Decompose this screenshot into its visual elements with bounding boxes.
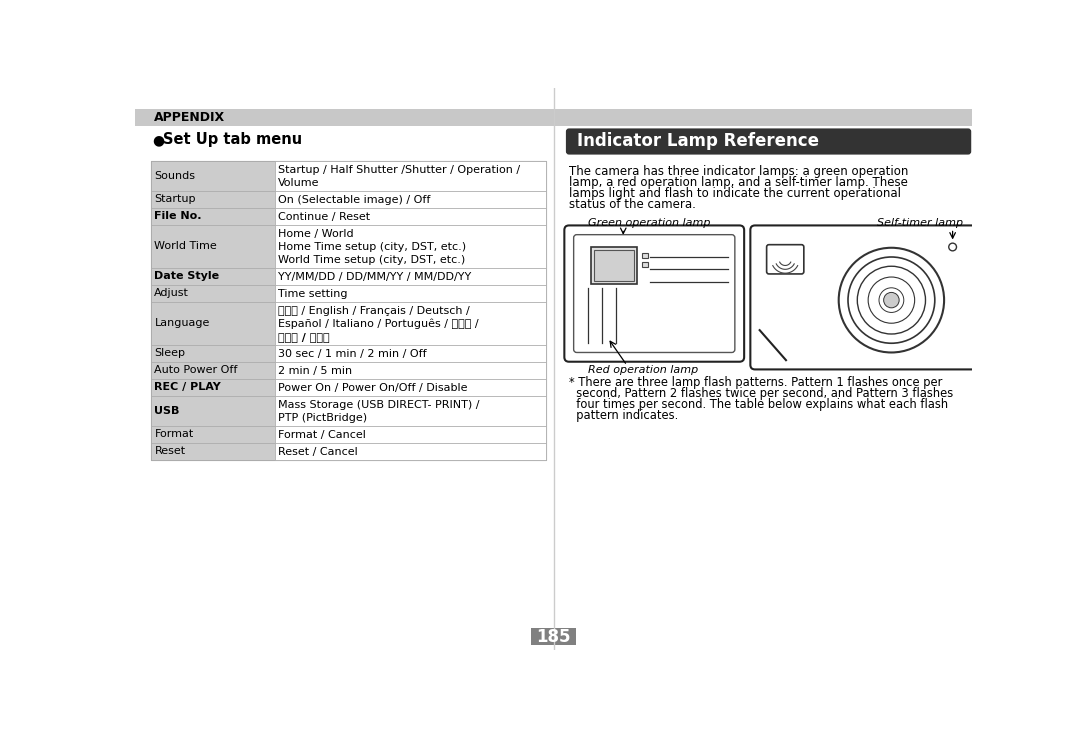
- Bar: [274, 362, 545, 379]
- Text: Language: Language: [154, 318, 210, 328]
- Text: File No.: File No.: [154, 211, 202, 221]
- Text: 日本語 / English / Français / Deutsch /: 日本語 / English / Français / Deutsch /: [279, 306, 470, 316]
- Text: APPENDIX: APPENDIX: [154, 111, 226, 124]
- Bar: [274, 161, 545, 191]
- Bar: [150, 362, 274, 379]
- Bar: [150, 442, 274, 459]
- Text: 2 min / 5 min: 2 min / 5 min: [279, 366, 352, 376]
- Text: Continue / Reset: Continue / Reset: [279, 212, 370, 222]
- Text: PTP (PictBridge): PTP (PictBridge): [279, 413, 367, 423]
- Bar: [274, 225, 545, 268]
- Text: YY/MM/DD / DD/MM/YY / MM/DD/YY: YY/MM/DD / DD/MM/YY / MM/DD/YY: [279, 272, 472, 282]
- Text: lamps light and flash to indicate the current operational: lamps light and flash to indicate the cu…: [569, 187, 901, 200]
- Text: Mass Storage (USB DIRECT- PRINT) /: Mass Storage (USB DIRECT- PRINT) /: [279, 400, 480, 410]
- Text: 185: 185: [537, 628, 570, 645]
- Text: Time setting: Time setting: [279, 289, 348, 299]
- Text: lamp, a red operation lamp, and a self-timer lamp. These: lamp, a red operation lamp, and a self-t…: [569, 176, 908, 189]
- Text: REC / PLAY: REC / PLAY: [154, 382, 221, 392]
- Text: 30 sec / 1 min / 2 min / Off: 30 sec / 1 min / 2 min / Off: [279, 349, 427, 359]
- Text: Sounds: Sounds: [154, 171, 195, 181]
- Bar: [274, 345, 545, 362]
- Bar: [150, 208, 274, 225]
- Text: Español / Italiano / Português / 中國語 /: Español / Italiano / Português / 中國語 /: [279, 319, 480, 329]
- Text: Red operation lamp: Red operation lamp: [589, 365, 699, 374]
- Bar: [150, 426, 274, 442]
- Bar: [150, 345, 274, 362]
- Text: Startup: Startup: [154, 194, 195, 204]
- Text: 中国语 / 한국어: 中国语 / 한국어: [279, 332, 330, 342]
- Text: four times per second. The table below explains what each flash: four times per second. The table below e…: [569, 398, 948, 411]
- Bar: [150, 191, 274, 208]
- Text: ●: ●: [152, 133, 164, 147]
- Text: World Time: World Time: [154, 241, 217, 251]
- Text: status of the camera.: status of the camera.: [569, 198, 696, 211]
- Polygon shape: [759, 330, 786, 360]
- Text: Home / World: Home / World: [279, 229, 354, 239]
- Bar: [274, 442, 545, 459]
- Bar: [150, 301, 274, 345]
- Text: Self-timer lamp: Self-timer lamp: [877, 218, 962, 228]
- Bar: [150, 396, 274, 426]
- Bar: [591, 247, 637, 284]
- Bar: [274, 285, 545, 301]
- Text: Indicator Lamp Reference: Indicator Lamp Reference: [577, 133, 819, 150]
- Text: World Time setup (city, DST, etc.): World Time setup (city, DST, etc.): [279, 255, 465, 265]
- Text: Sleep: Sleep: [154, 348, 186, 358]
- Bar: [150, 379, 274, 396]
- Text: Format / Cancel: Format / Cancel: [279, 430, 366, 440]
- Text: * There are three lamp flash patterns. Pattern 1 flashes once per: * There are three lamp flash patterns. P…: [569, 377, 943, 389]
- Text: Power On / Power On/Off / Disable: Power On / Power On/Off / Disable: [279, 383, 468, 393]
- FancyBboxPatch shape: [566, 128, 971, 155]
- Bar: [274, 426, 545, 442]
- Text: Volume: Volume: [279, 178, 320, 188]
- Text: USB: USB: [154, 406, 179, 415]
- Bar: [642, 253, 648, 258]
- Bar: [274, 208, 545, 225]
- Text: second, Pattern 2 flashes twice per second, and Pattern 3 flashes: second, Pattern 2 flashes twice per seco…: [569, 387, 954, 400]
- Circle shape: [883, 293, 900, 308]
- Text: Set Up tab menu: Set Up tab menu: [163, 132, 302, 147]
- FancyBboxPatch shape: [565, 226, 744, 362]
- Bar: [531, 628, 576, 645]
- Bar: [274, 379, 545, 396]
- Bar: [135, 110, 972, 126]
- Bar: [150, 285, 274, 301]
- FancyBboxPatch shape: [751, 226, 981, 369]
- Text: The camera has three indicator lamps: a green operation: The camera has three indicator lamps: a …: [569, 164, 908, 177]
- Text: Date Style: Date Style: [154, 272, 219, 281]
- Text: Format: Format: [154, 429, 193, 439]
- Bar: [150, 225, 274, 268]
- Text: On (Selectable image) / Off: On (Selectable image) / Off: [279, 195, 431, 205]
- Text: Green operation lamp: Green operation lamp: [589, 218, 711, 228]
- Text: Home Time setup (city, DST, etc.): Home Time setup (city, DST, etc.): [279, 242, 467, 252]
- Bar: [150, 268, 274, 285]
- Bar: [150, 161, 545, 459]
- Bar: [274, 191, 545, 208]
- Text: Adjust: Adjust: [154, 288, 189, 298]
- Bar: [642, 262, 648, 267]
- Text: pattern indicates.: pattern indicates.: [569, 409, 678, 422]
- Bar: [274, 268, 545, 285]
- Bar: [594, 250, 634, 281]
- Bar: [150, 161, 274, 191]
- Text: Reset: Reset: [154, 446, 186, 456]
- Text: Auto Power Off: Auto Power Off: [154, 365, 238, 375]
- Text: Reset / Cancel: Reset / Cancel: [279, 447, 359, 457]
- Bar: [274, 396, 545, 426]
- Bar: [274, 301, 545, 345]
- Text: Startup / Half Shutter /Shutter / Operation /: Startup / Half Shutter /Shutter / Operat…: [279, 165, 521, 175]
